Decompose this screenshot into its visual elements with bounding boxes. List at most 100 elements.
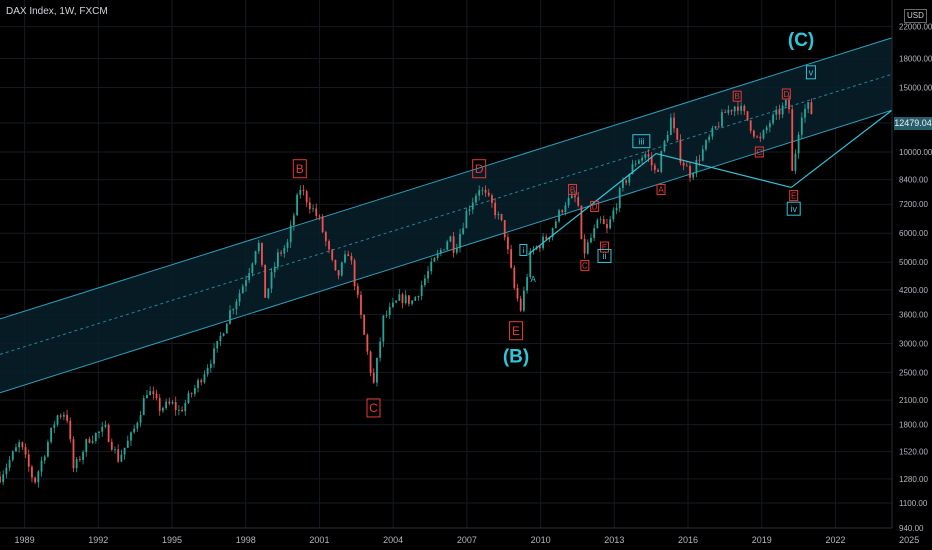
candle-body [446,241,449,250]
wave-label: E [602,243,607,252]
candle-body [449,236,452,242]
candle-body [235,301,238,310]
wave-label-box [509,321,524,341]
candle-body [484,189,487,193]
candle-body [248,273,251,281]
x-tick-label: 1998 [236,535,256,545]
x-tick-label: 2016 [678,535,698,545]
candle-body [436,253,439,258]
x-tick-label: 2019 [752,535,772,545]
candle-body [181,409,183,412]
wave-label-box [786,201,801,216]
wave-label: D [475,162,484,176]
candle-body [663,141,666,152]
currency-badge[interactable]: USD [904,9,927,23]
candle-body [216,341,219,349]
candle-body [516,287,519,299]
candle-body [350,256,353,261]
candle-body [574,195,576,198]
candle-body [468,209,471,211]
y-tick-label: 940.00 [899,524,924,533]
candle-body [56,415,59,425]
candle-body [708,136,711,141]
candle-body [21,442,24,448]
wave-label: A [658,185,664,194]
candle-body [190,393,193,394]
candle-body [580,205,583,239]
candle-body [615,207,618,211]
candle-body [759,136,762,139]
chart-title: DAX Index, 1W, FXCM [6,6,108,17]
y-tick-label: 1800.00 [899,421,928,430]
candle-body [59,415,62,417]
candle-body [277,252,279,267]
candle-body [657,169,659,172]
candle-body [494,202,497,216]
candle-body [471,202,474,210]
wave-label-box [656,183,666,195]
candle-body [340,262,343,276]
wave-label: i [523,246,525,255]
candle-body [641,157,643,161]
candle-body [717,126,720,128]
candle-body [213,348,215,364]
candle-body [740,105,743,111]
y-tick-label: 8400.00 [899,176,928,185]
candle-body [752,130,755,137]
candle-body [177,409,180,411]
candle-body [695,159,698,174]
candle-body [75,459,78,469]
candle-body [197,380,199,389]
candle-body [53,424,56,428]
candle-body [443,249,445,251]
candle-body [123,447,126,455]
candle-body [15,447,17,452]
candle-body [209,363,212,368]
candle-body [414,297,417,301]
candle-body [768,123,771,128]
candle-body [427,271,429,279]
candle-body [459,233,461,249]
candle-body [788,99,790,110]
candle-body [558,210,560,222]
candle-body [791,109,794,171]
x-tick-label: 2013 [604,535,624,545]
wave-label: D [783,90,789,99]
candle-body [497,214,500,216]
candle-body [152,391,155,394]
candle-body [395,300,398,303]
candle-body [669,117,672,136]
y-tick-label: 7200.00 [899,200,928,209]
wave-label-box [590,200,600,212]
candle-body [644,154,647,158]
candle-body [133,428,136,433]
candle-body [126,440,129,448]
candle-body [146,395,148,398]
candle-body [743,105,746,112]
candle-body [149,391,152,396]
candle-body [522,290,525,311]
candle-body [318,215,321,217]
candle-body [551,228,554,237]
wave-label: iv [790,204,797,214]
candle-body [155,393,158,399]
x-tick-label: 2025 [899,535,919,545]
y-tick-label: 15000.00 [899,83,932,92]
wave-label: B [296,162,304,176]
candle-body [487,192,490,196]
candle-body [404,295,407,304]
candle-body [347,254,350,257]
candle-body [47,441,49,457]
wave-label-box [781,88,791,100]
candle-body [222,333,225,337]
candle-body [781,105,784,115]
candle-body [622,180,624,188]
y-tick-label: 1100.00 [899,499,928,508]
candle-body [503,220,506,238]
candle-body [2,474,5,483]
candle-body [784,99,787,106]
candle-body [241,286,244,294]
candle-body [130,432,132,441]
candle-body [756,136,758,138]
